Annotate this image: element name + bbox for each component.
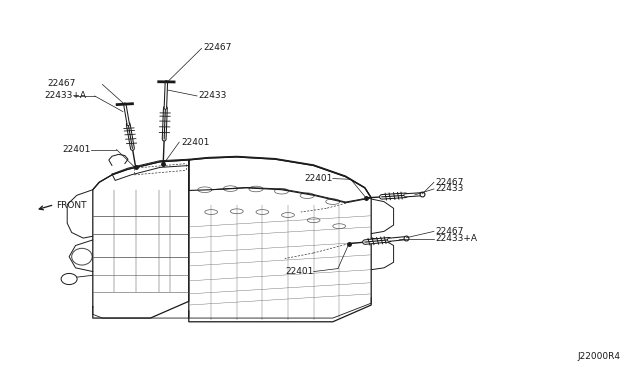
Text: 22467: 22467 xyxy=(435,178,463,187)
Text: 22433+A: 22433+A xyxy=(435,234,477,243)
Text: J22000R4: J22000R4 xyxy=(578,352,621,361)
Text: 22401: 22401 xyxy=(181,138,209,147)
Text: 22467: 22467 xyxy=(435,227,463,236)
Text: 22433: 22433 xyxy=(435,185,463,193)
Text: 22433+A: 22433+A xyxy=(45,92,87,100)
Text: 22433: 22433 xyxy=(198,92,227,100)
Text: FRONT: FRONT xyxy=(56,201,87,210)
Text: 22467: 22467 xyxy=(47,79,76,88)
Text: 22401: 22401 xyxy=(285,267,314,276)
Text: 22401: 22401 xyxy=(305,174,333,183)
Text: 22401: 22401 xyxy=(63,145,91,154)
Text: 22467: 22467 xyxy=(203,43,231,52)
